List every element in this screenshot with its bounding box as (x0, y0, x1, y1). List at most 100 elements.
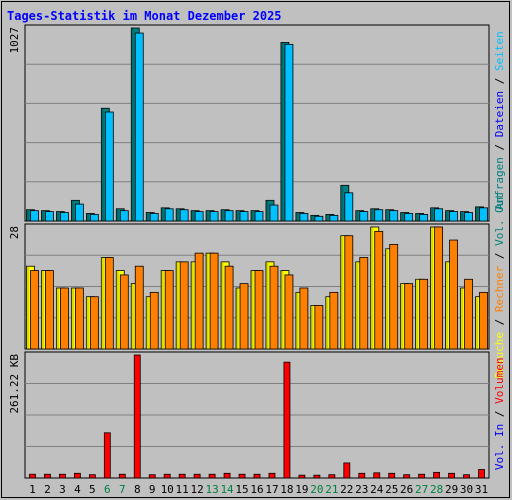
bar-shade (356, 262, 359, 349)
bar-shade (356, 211, 359, 221)
bar-shade (191, 211, 194, 221)
bar-dateien-31 (479, 207, 488, 222)
bar-dateien-8 (134, 32, 144, 222)
bar-volumen-17 (268, 472, 276, 479)
bar-rechner-22 (344, 235, 354, 350)
bar-shade (461, 212, 464, 221)
bar-dateien-20 (314, 215, 324, 222)
bar-shade (116, 209, 119, 221)
bar-volumen-30 (463, 474, 470, 479)
x-tick-label: 4 (74, 483, 81, 496)
bar-shade (236, 211, 239, 221)
bar-shade (476, 297, 479, 349)
legend-requests-files: Anfragen / Dateien / Seiten (493, 31, 506, 210)
bar-shade (86, 213, 89, 221)
y-max-label: 261.22 KB (8, 354, 21, 414)
panel-frame (24, 24, 490, 222)
bar-shade (251, 271, 254, 349)
bar-dateien-4 (74, 203, 84, 222)
bar-dateien-17 (269, 204, 279, 222)
legend-item: Rechner (493, 265, 506, 312)
bar-shade (341, 185, 344, 221)
bar-dateien-6 (104, 111, 114, 222)
bar-dateien-28 (434, 208, 444, 222)
legend-item: Besuche (493, 332, 506, 378)
panel-requests-files: 1027 (8, 24, 490, 222)
panel-volume: 261.22 KB (8, 351, 490, 479)
bar-dateien-5 (89, 214, 99, 222)
panel-visits-hosts: 28 (8, 223, 490, 350)
bar-volumen-15 (238, 473, 246, 479)
bar-volumen-18 (283, 361, 291, 479)
x-tick-label: 23 (355, 483, 368, 496)
bar-shade (176, 262, 179, 349)
bar-shade (131, 284, 134, 349)
bar-dateien-1 (30, 210, 39, 222)
bar-shade (56, 212, 59, 221)
x-tick-label: 5 (89, 483, 96, 496)
bar-dateien-10 (164, 208, 174, 222)
bar-rechner-30 (464, 278, 473, 350)
bar-shade (71, 200, 74, 221)
x-tick-label: 13 (205, 483, 218, 496)
bar-shade (26, 210, 29, 221)
bar-shade (26, 266, 29, 349)
bar-rechner-23 (359, 257, 369, 350)
x-tick-label: 21 (325, 483, 338, 496)
bar-volumen-27 (418, 473, 426, 479)
bar-rechner-19 (299, 287, 309, 350)
bar-shade (206, 253, 209, 349)
x-tick-label: 31 (475, 483, 488, 496)
bar-volumen-16 (253, 473, 261, 479)
bar-shade (251, 211, 254, 221)
bar-shade (341, 236, 344, 349)
x-tick-label: 6 (104, 483, 111, 496)
bar-shade (431, 208, 434, 221)
bar-volumen-2 (44, 473, 51, 479)
bar-shade (191, 262, 194, 349)
bar-shade (71, 288, 74, 349)
y-max-label: 1027 (8, 27, 21, 54)
bar-shade (386, 249, 389, 349)
bar-rechner-8 (134, 265, 144, 350)
legend-item: Dateien (493, 91, 506, 137)
bar-rechner-14 (224, 265, 234, 350)
bar-rechner-6 (104, 257, 114, 350)
x-tick-label: 11 (176, 483, 189, 496)
x-tick-label: 15 (235, 483, 248, 496)
bar-rechner-3 (60, 287, 69, 350)
x-tick-label: 1 (29, 483, 36, 496)
bar-rechner-26 (404, 283, 414, 350)
bar-rechner-9 (149, 291, 159, 350)
legend-item: Volumen (493, 358, 506, 404)
bar-dateien-29 (449, 211, 458, 222)
bar-volumen-23 (358, 472, 366, 479)
bar-shade (446, 262, 449, 349)
bar-volumen-24 (373, 472, 381, 479)
legend-item: Vol. Out (493, 193, 506, 246)
bar-rechner-16 (254, 270, 264, 350)
bar-rechner-24 (374, 230, 384, 350)
bar-shade (221, 210, 224, 221)
bar-dateien-3 (60, 212, 69, 222)
x-tick-label: 18 (280, 483, 293, 496)
x-tick-label: 24 (370, 483, 384, 496)
bar-shade (401, 213, 404, 221)
legend-item: Seiten (493, 31, 506, 71)
bar-shade (221, 262, 224, 349)
bar-rechner-21 (329, 291, 339, 350)
x-tick-label: 27 (415, 483, 428, 496)
bar-shade (56, 288, 59, 349)
bar-shade (416, 279, 419, 349)
bar-rechner-7 (119, 274, 129, 350)
bar-shade (41, 271, 44, 349)
bar-rechner-29 (449, 239, 458, 350)
bar-dateien-15 (239, 211, 249, 222)
x-tick-label: 25 (385, 483, 398, 496)
x-tick-label: 7 (119, 483, 126, 496)
bar-shade (386, 210, 389, 221)
bar-dateien-14 (224, 210, 234, 222)
x-tick-label: 29 (445, 483, 458, 496)
